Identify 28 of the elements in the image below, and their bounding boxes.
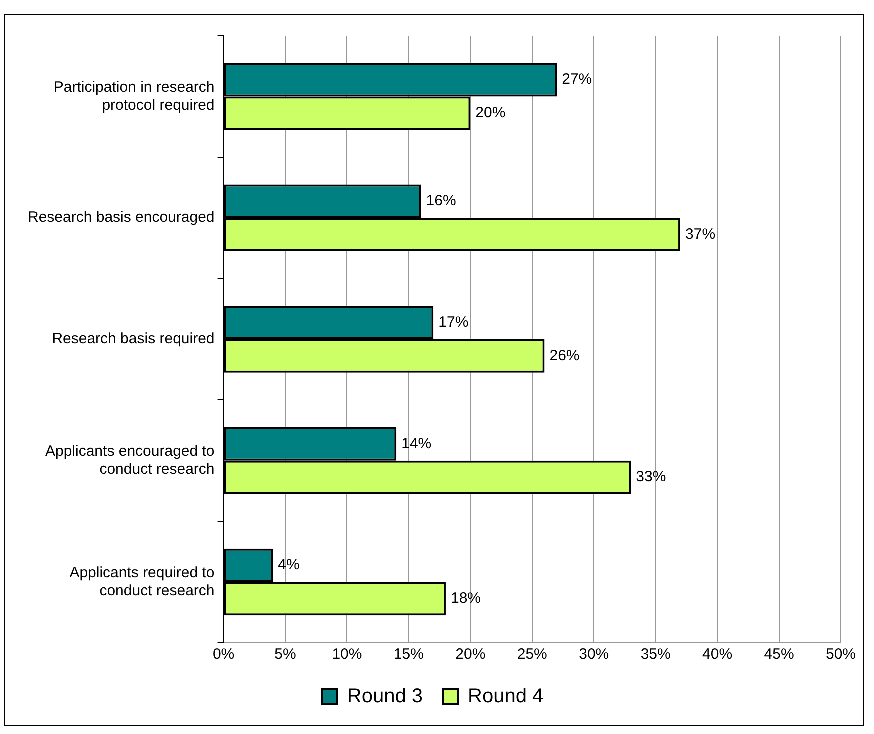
x-tick-label: 5% (274, 646, 296, 664)
data-label: 37% (686, 226, 716, 243)
data-label: 26% (550, 347, 580, 364)
y-tick-label: Research basis required (52, 330, 215, 348)
y-tick-label: Research basis encouraged (28, 209, 215, 226)
x-tick-label: 15% (394, 646, 424, 664)
x-tick-label: 20% (456, 646, 486, 664)
x-tick-label: 35% (640, 646, 671, 664)
x-tick-label: 50% (826, 646, 856, 664)
data-label: 33% (636, 468, 666, 486)
data-label: 20% (476, 104, 506, 122)
data-label: 14% (402, 435, 432, 452)
y-tick-label: Applicants required to conduct research (70, 564, 215, 600)
x-tick-label: 25% (517, 646, 548, 664)
data-label: 17% (438, 314, 469, 331)
data-label: 18% (450, 590, 482, 608)
x-tick-label: 0% (212, 646, 235, 664)
x-tick-label: 40% (702, 646, 733, 664)
y-tick-label: Participation in research protocol required (54, 78, 215, 114)
data-label: 4% (278, 556, 300, 574)
legend-label: Round 3 (347, 686, 424, 708)
x-tick-label: 30% (579, 646, 610, 664)
x-tick-label: 45% (764, 646, 794, 664)
legend-label: Round 4 (468, 686, 544, 708)
x-tick-label: 10% (332, 646, 362, 664)
data-label: 27% (562, 71, 592, 88)
data-label: 16% (426, 192, 456, 210)
y-tick-label: Applicants encouraged to conduct research (45, 443, 215, 478)
